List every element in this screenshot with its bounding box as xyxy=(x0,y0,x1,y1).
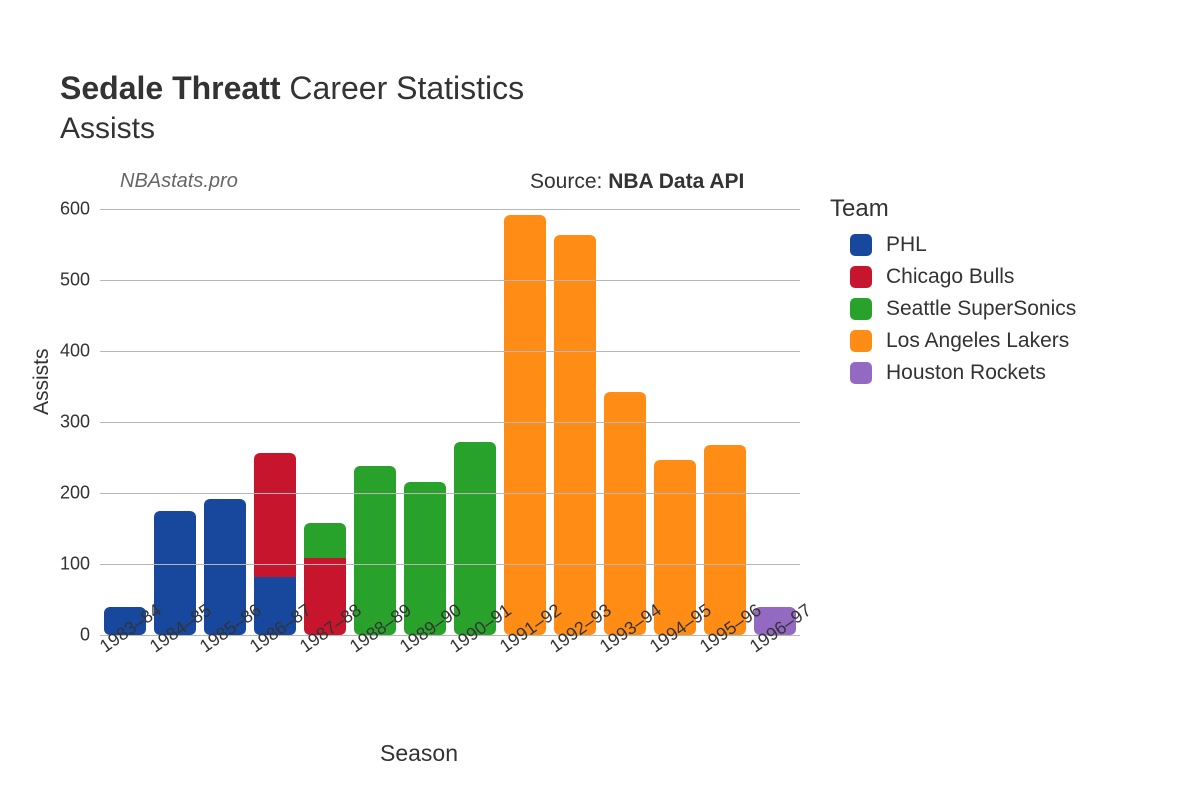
player-name: Sedale Threatt xyxy=(60,70,281,106)
chart-subtitle: Assists xyxy=(60,112,155,146)
bar xyxy=(504,195,546,635)
legend-item: Seattle SuperSonics xyxy=(830,297,1076,321)
legend-label: Seattle SuperSonics xyxy=(886,297,1076,321)
bar-segment xyxy=(504,215,546,635)
legend-swatch xyxy=(850,234,872,256)
gridline xyxy=(100,280,800,281)
bar xyxy=(354,195,396,635)
plot-area xyxy=(100,195,800,635)
bar-segment xyxy=(304,523,346,558)
legend-swatch xyxy=(850,362,872,384)
bar xyxy=(254,195,296,635)
bar xyxy=(654,195,696,635)
legend-item: Houston Rockets xyxy=(830,361,1076,385)
bar-segment xyxy=(454,442,496,635)
y-tick-label: 500 xyxy=(40,270,90,291)
legend-label: Chicago Bulls xyxy=(886,265,1014,289)
bar xyxy=(554,195,596,635)
bar xyxy=(604,195,646,635)
legend-swatch xyxy=(850,330,872,352)
gridline xyxy=(100,351,800,352)
bar-group xyxy=(100,195,800,635)
source-prefix: Source: xyxy=(530,170,608,193)
legend-title: Team xyxy=(830,195,1076,223)
gridline xyxy=(100,564,800,565)
title-suffix: Career Statistics xyxy=(281,70,525,106)
bar-segment xyxy=(554,235,596,635)
gridline xyxy=(100,422,800,423)
source-attribution: Source: NBA Data API xyxy=(530,170,744,194)
legend-swatch xyxy=(850,266,872,288)
legend-item: PHL xyxy=(830,233,1076,257)
bar xyxy=(404,195,446,635)
bar xyxy=(704,195,746,635)
bar-segment xyxy=(704,445,746,635)
gridline xyxy=(100,493,800,494)
bar xyxy=(754,195,796,635)
y-tick-label: 300 xyxy=(40,412,90,433)
x-axis-label: Season xyxy=(380,740,458,767)
bar-segment xyxy=(254,453,296,577)
legend-label: PHL xyxy=(886,233,927,257)
legend-label: Houston Rockets xyxy=(886,361,1046,385)
y-tick-label: 400 xyxy=(40,341,90,362)
legend: Team PHL Chicago Bulls Seattle SuperSonics… xyxy=(830,195,1076,393)
y-tick-label: 100 xyxy=(40,554,90,575)
bar xyxy=(454,195,496,635)
bar xyxy=(154,195,196,635)
y-tick-label: 200 xyxy=(40,483,90,504)
y-tick-label: 0 xyxy=(40,625,90,646)
bar-segment xyxy=(604,392,646,635)
gridline xyxy=(100,209,800,210)
bar xyxy=(304,195,346,635)
y-tick-label: 600 xyxy=(40,199,90,220)
chart-container: Sedale Threatt Career Statistics Assists… xyxy=(0,0,1200,800)
legend-item: Los Angeles Lakers xyxy=(830,329,1076,353)
legend-label: Los Angeles Lakers xyxy=(886,329,1069,353)
bar xyxy=(204,195,246,635)
legend-swatch xyxy=(850,298,872,320)
chart-title: Sedale Threatt Career Statistics xyxy=(60,70,524,107)
source-name: NBA Data API xyxy=(608,170,744,193)
legend-item: Chicago Bulls xyxy=(830,265,1076,289)
watermark-text: NBAstats.pro xyxy=(120,170,238,193)
bar xyxy=(104,195,146,635)
